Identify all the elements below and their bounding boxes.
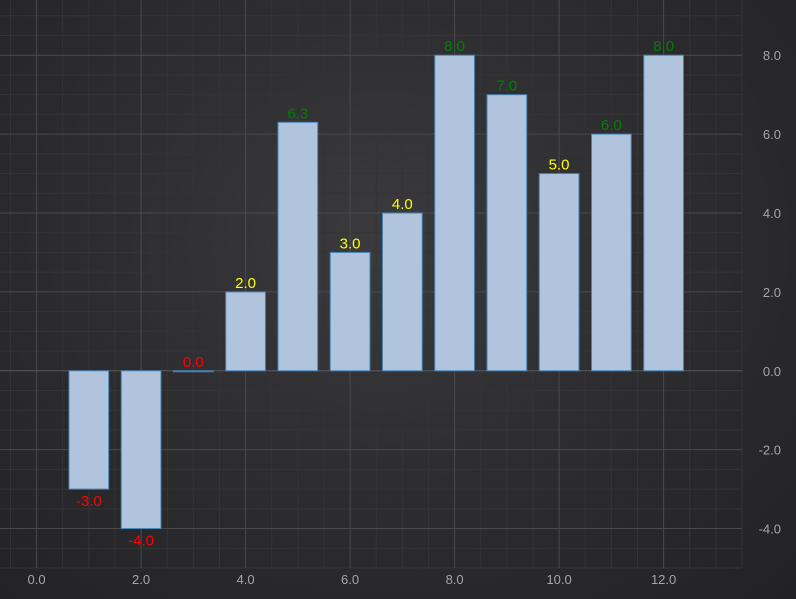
bar [68,370,110,490]
y-axis-ticks: -4.0 -2.0 0.0 2.0 4.0 6.0 8.0 [759,48,781,536]
x-tick-label: 8.0 [446,572,464,587]
bar [538,173,580,372]
bar [172,370,214,373]
y-tick-label: -2.0 [759,443,781,458]
data-label: -4.0 [128,533,154,550]
data-label: 8.0 [444,38,465,55]
x-tick-label: 10.0 [546,572,571,587]
y-tick-label: 0.0 [763,364,781,379]
bar [329,251,371,372]
data-label: 7.0 [496,78,517,95]
bar [434,54,475,372]
x-tick-label: 0.0 [28,572,46,587]
y-tick-label: 6.0 [763,127,781,142]
data-label: 5.0 [549,157,570,174]
y-tick-label: 8.0 [763,48,781,63]
data-label: 2.0 [235,275,256,292]
data-label: 8.0 [653,38,674,55]
data-labels: -3.0 -4.0 0.0 2.0 6.3 3.0 4.0 8.0 7.0 5.0 6.0 8.0 [76,38,674,549]
bar [643,54,684,372]
data-label: 6.3 [287,105,308,122]
x-tick-label: 6.0 [341,572,359,587]
bar [591,133,632,372]
data-label: 4.0 [392,196,413,213]
data-label: -3.0 [76,493,102,510]
data-label: 3.0 [340,235,361,252]
data-label: 0.0 [183,354,204,371]
bar [381,212,423,372]
y-tick-label: -4.0 [759,522,781,537]
bar [486,94,528,372]
data-label: 6.0 [601,117,622,134]
x-tick-label: 12.0 [651,572,676,587]
bar [277,121,319,372]
x-axis-ticks: 0.0 2.0 4.0 6.0 8.0 10.0 12.0 [28,572,677,587]
x-tick-label: 2.0 [132,572,150,587]
bars [68,54,684,530]
bar [225,291,266,372]
bar [120,370,162,530]
y-tick-label: 4.0 [763,206,781,221]
x-tick-label: 4.0 [237,572,255,587]
y-tick-label: 2.0 [763,285,781,300]
